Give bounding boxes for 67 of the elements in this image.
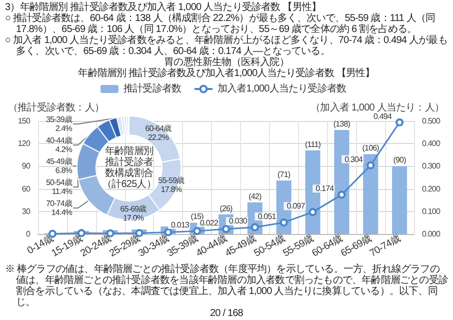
- y-tick-label: 60: [22, 184, 31, 194]
- legend-label: 加入者1,000人当たり受診者数: [217, 82, 347, 94]
- y-tick-label: 90: [22, 162, 31, 171]
- y-tick-label: 0: [26, 230, 31, 238]
- data-label: 17.0%: [122, 213, 144, 222]
- y2-axis-title: （加入者 1,000 人当たり：人）: [310, 102, 444, 114]
- point: [280, 218, 288, 226]
- bar: [363, 154, 378, 234]
- y2-tick-label: 0.300: [422, 162, 441, 171]
- text: ○ 推計受診者数は、60-64 歳：138 人（構成割合 22.2%）が最も多く、次いで、55-59 歳：111 人（同 17.8%）、65-69 歳：106 人（同 17.0%）となっており、55～69 歳で全体の約 6 割を占める。: [5, 13, 436, 35]
- y2-tick-label: 0.100: [422, 206, 441, 216]
- y2-tick-label: 0.200: [422, 184, 441, 194]
- slice-label: 60-64歳: [145, 124, 172, 134]
- point: [396, 118, 404, 126]
- text: 20 / 168: [209, 308, 244, 319]
- y2-tick-label: 0.500: [422, 116, 441, 126]
- point: [222, 225, 230, 234]
- data-label: 11.4%: [52, 187, 72, 196]
- data-label: 4.2%: [55, 145, 72, 154]
- slice-label: 70-74歳: [46, 199, 72, 208]
- chart-title: 胃の悪性新生物（医科入院）: [164, 57, 290, 68]
- point: [308, 208, 317, 216]
- slice-label: 40-44歳: [46, 136, 72, 145]
- data-label: 22.2%: [148, 133, 169, 142]
- y2-tick-label: 0.000: [422, 230, 441, 238]
- data-label: 0.174: [316, 184, 335, 194]
- text: 【男性】: [336, 68, 375, 79]
- point: [338, 190, 346, 199]
- text: 【男性】: [282, 2, 322, 13]
- text: 年齢階層別推計受診者数構成割合（計625人）: [102, 145, 156, 190]
- legend-label: 推計受診者数: [123, 82, 182, 94]
- data-label: 6.8%: [55, 166, 72, 175]
- y-tick-label: 30: [22, 206, 31, 216]
- data-label: (42): [248, 192, 262, 201]
- text: 3）年齢階層別 推計受診者数及び加入者 1,000 人当たり受診者数: [5, 2, 280, 13]
- point: [366, 161, 375, 170]
- data-label: (111): [305, 140, 322, 149]
- text: ※ 棒グラフの値は、年齢階層ごとの推計受診者数（年度平均）を示している。一方、折れ線グラフの値は、年齢階層ごとの推計受診者数を当該年齢階層の加入者数で割ったもので、年齢階層ごとの受診割合を示している（なお、本調査では便宜上、加入者 1,000 人当たりに換算している）。以下、同じ。: [5, 264, 448, 308]
- slice-label: 55-59歳: [158, 176, 185, 186]
- data-label: (90): [393, 156, 407, 165]
- data-label: (138): [333, 120, 351, 129]
- y2-tick-label: 0.400: [422, 139, 441, 148]
- data-label: 14.4%: [51, 208, 72, 217]
- data-label: 0.013: [171, 220, 190, 230]
- slice-label: 35-39歳: [46, 115, 72, 124]
- text: ○ 加入者 1,000 人当たり受診者数をみると、年齢階層が上がるほど多くなり、70-74 歳：0.494 人が最も多く、次いで、65-69 歳：0.304 人、60-64 歳：0.174 人―となっている。: [5, 35, 448, 57]
- y-tick-label: 150: [18, 116, 31, 126]
- slice-label: 65-69歳: [120, 204, 147, 214]
- chart-subtitle: 年齢階層別 推計受診者数及び加入者1,000人当たり受診者数: [78, 68, 334, 79]
- data-label: 0.022: [200, 218, 219, 228]
- data-label: (71): [278, 170, 291, 180]
- data-label: (26): [220, 204, 234, 213]
- data-label: 0.051: [258, 212, 277, 221]
- bar: [392, 166, 408, 234]
- data-label: (15): [190, 212, 204, 222]
- data-label: 0.304: [344, 154, 364, 164]
- y-axis-title: （推計受診者数：人）: [8, 102, 104, 114]
- data-label: 17.8%: [160, 185, 182, 194]
- data-label: (106): [362, 144, 380, 153]
- data-label: 2.4%: [55, 124, 72, 133]
- data-label: 0.097: [286, 202, 306, 211]
- data-label: 0.494: [374, 112, 392, 121]
- y-tick-label: 120: [18, 139, 31, 148]
- slice-label: 45-49歳: [46, 157, 72, 166]
- slice-label: 50-54歳: [46, 178, 72, 187]
- point: [250, 223, 259, 232]
- data-label: 0.030: [228, 216, 248, 226]
